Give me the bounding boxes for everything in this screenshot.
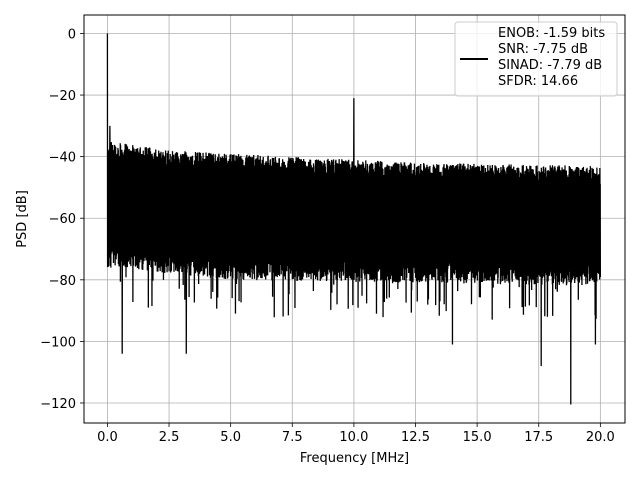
psd-trace <box>106 33 601 405</box>
x-tick-label: 17.5 <box>524 430 553 445</box>
y-tick-label: −20 <box>49 89 76 104</box>
legend-box <box>454 21 618 97</box>
x-axis: 0.0 2.5 5.0 7.5 10.0 12.5 15.0 17.5 20.0 <box>97 423 615 445</box>
y-axis-label: PSD [dB] <box>15 190 30 248</box>
y-tick-label: −40 <box>49 151 76 166</box>
x-tick-label: 0.0 <box>97 430 118 445</box>
y-axis: 0 −20 −40 −60 −80 −100 −120 <box>40 27 84 412</box>
x-tick-label: 10.0 <box>339 430 368 445</box>
x-tick-label: 15.0 <box>463 430 492 445</box>
y-tick-label: −60 <box>49 212 76 227</box>
legend-entry-line: SINAD: -7.79 dB <box>498 58 602 73</box>
y-tick-label: −80 <box>49 274 76 289</box>
y-tick-label: −120 <box>40 397 76 412</box>
legend-entry-line: SNR: -7.75 dB <box>498 42 588 57</box>
y-tick-label: −100 <box>40 335 76 350</box>
y-tick-label: 0 <box>68 27 76 42</box>
x-tick-label: 12.5 <box>401 430 430 445</box>
psd-line <box>106 33 601 405</box>
x-tick-label: 2.5 <box>159 430 180 445</box>
x-tick-label: 7.5 <box>282 430 303 445</box>
x-axis-label: Frequency [MHz] <box>300 451 409 466</box>
legend-entry-line: ENOB: -1.59 bits <box>498 26 605 41</box>
legend-entry-line: SFDR: 14.66 <box>498 74 578 89</box>
x-tick-label: 20.0 <box>586 430 615 445</box>
x-tick-label: 5.0 <box>220 430 241 445</box>
plot-frame <box>83 14 626 424</box>
